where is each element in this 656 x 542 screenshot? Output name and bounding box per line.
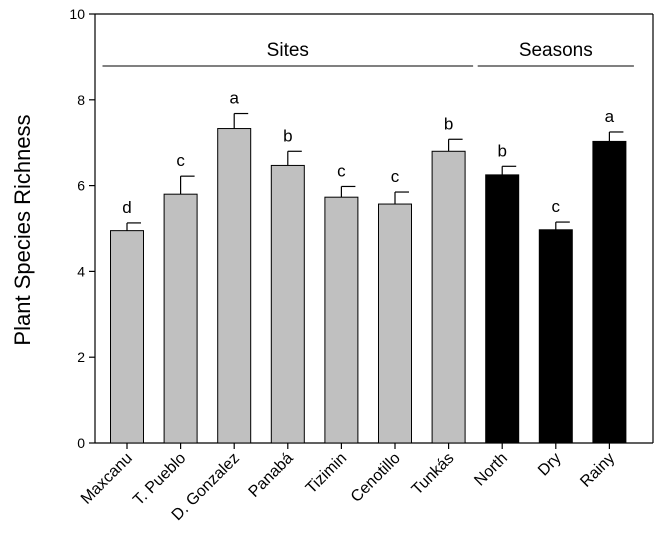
bar [538, 229, 573, 444]
significance-label: a [229, 89, 239, 108]
significance-label: c [552, 197, 561, 216]
significance-label: c [391, 167, 400, 186]
group-label: Sites [267, 40, 309, 61]
x-tick-label: Tizimin [303, 450, 350, 497]
x-tick-label: Maxcanu [78, 450, 136, 508]
x-tick-label: Cenotillo [348, 450, 404, 506]
significance-label: c [337, 161, 346, 180]
significance-label: c [176, 151, 185, 170]
significance-label: b [283, 126, 292, 145]
bar [378, 203, 412, 444]
bar [110, 230, 144, 444]
bar [485, 174, 520, 444]
y-tick-label: 2 [77, 349, 85, 365]
group-label: Seasons [519, 40, 593, 61]
significance-label: b [497, 141, 506, 160]
y-tick-label: 10 [69, 6, 85, 22]
bar [217, 128, 252, 444]
x-tick-label: Dry [535, 450, 565, 480]
significance-label: b [444, 114, 453, 133]
x-tick-label: North [471, 450, 511, 490]
bar [270, 164, 305, 444]
x-tick-label: Tunkás [409, 450, 458, 499]
y-tick-label: 4 [77, 263, 85, 279]
y-axis-title: Plant Species Richness [10, 114, 35, 345]
bar [592, 140, 627, 444]
y-tick-label: 8 [77, 92, 85, 108]
x-tick-label: Panabá [246, 450, 297, 501]
bar [324, 196, 359, 444]
bar [431, 150, 466, 444]
y-tick-label: 0 [77, 435, 85, 451]
x-tick-label: Rainy [577, 450, 618, 491]
y-tick-label: 6 [77, 178, 85, 194]
bar [163, 193, 198, 444]
significance-label: d [122, 198, 131, 217]
significance-label: a [605, 107, 615, 126]
